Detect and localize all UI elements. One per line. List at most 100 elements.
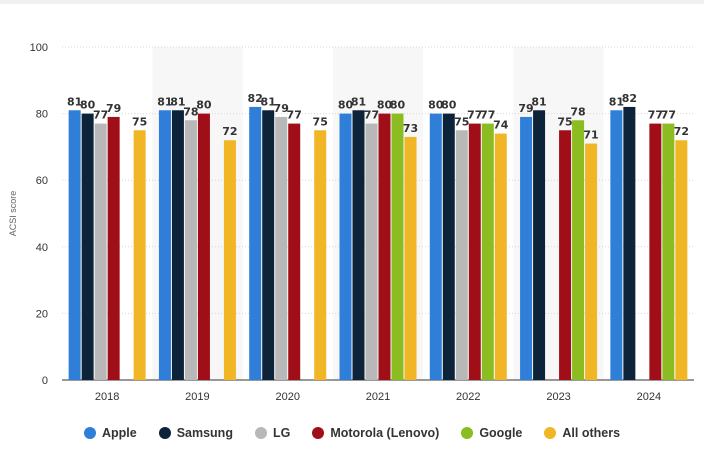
bar-apple-2020 [249, 106, 262, 380]
data-label: 79 [106, 102, 121, 115]
bar-motorola-lenovo--2022 [468, 123, 481, 380]
legend-marker-icon [254, 427, 267, 439]
data-label: 81 [67, 95, 82, 108]
x-tick-label: 2020 [275, 391, 299, 403]
bar-samsung-2024 [623, 106, 636, 380]
bar-google-2024 [662, 123, 675, 380]
data-label: 77 [467, 109, 482, 122]
data-label: 80 [80, 99, 96, 112]
bar-all-others-2021 [404, 136, 417, 380]
bar-apple-2024 [610, 110, 623, 381]
bar-all-others-2019 [223, 140, 236, 380]
bar-all-others-2018 [133, 130, 146, 380]
data-label: 73 [403, 122, 418, 135]
bar-google-2023 [572, 120, 585, 380]
legend-marker-icon [158, 427, 171, 439]
bar-samsung-2021 [352, 110, 365, 381]
data-label: 80 [390, 99, 406, 112]
y-axis-label: ACSI score [8, 191, 18, 237]
bar-apple-2021 [339, 113, 352, 380]
bar-motorola-lenovo--2020 [288, 123, 301, 380]
bar-samsung-2022 [442, 113, 455, 380]
bar-lg-2019 [184, 120, 197, 380]
y-tick-label: 60 [36, 175, 48, 187]
data-label: 80 [196, 99, 212, 112]
bar-motorola-lenovo--2024 [649, 123, 662, 380]
legend-label: Apple [101, 426, 137, 440]
top-border [0, 0, 704, 4]
legend-item-samsung[interactable]: Samsung [158, 426, 233, 440]
bar-all-others-2020 [314, 130, 327, 380]
bar-lg-2018 [94, 123, 107, 380]
legend-label: Motorola (Lenovo) [330, 426, 440, 440]
x-tick-label: 2024 [637, 391, 661, 403]
x-tick-label: 2021 [366, 391, 390, 403]
data-label: 81 [261, 95, 276, 108]
data-label: 75 [454, 115, 469, 128]
bar-lg-2022 [455, 130, 468, 380]
data-label: 81 [170, 95, 185, 108]
data-label: 80 [441, 99, 457, 112]
legend-item-motorola-lenovo-[interactable]: Motorola (Lenovo) [312, 426, 439, 440]
bar-apple-2018 [68, 110, 81, 381]
data-label: 80 [338, 99, 354, 112]
x-tick-label: 2022 [456, 391, 480, 403]
data-label: 74 [493, 119, 509, 132]
legend-label: LG [272, 426, 291, 440]
data-label: 81 [351, 95, 366, 108]
legend-item-google[interactable]: Google [461, 426, 522, 440]
bar-motorola-lenovo--2023 [559, 130, 572, 380]
bar-google-2021 [391, 113, 404, 380]
data-label: 79 [274, 102, 289, 115]
y-tick-label: 80 [36, 109, 48, 121]
data-label: 82 [248, 92, 263, 105]
legend-item-apple[interactable]: Apple [83, 426, 137, 440]
x-tick-label: 2019 [185, 391, 209, 403]
data-label: 71 [583, 129, 598, 142]
bar-apple-2019 [158, 110, 171, 381]
data-label: 75 [132, 115, 147, 128]
data-label: 77 [93, 109, 108, 122]
bar-apple-2022 [429, 113, 442, 380]
legend-item-lg[interactable]: LG [254, 426, 291, 440]
bar-all-others-2024 [675, 140, 688, 380]
bar-lg-2021 [365, 123, 378, 380]
bar-samsung-2023 [533, 110, 546, 381]
legend-marker-icon [83, 427, 96, 439]
data-label: 78 [183, 105, 198, 118]
data-label: 77 [287, 109, 302, 122]
bar-google-2022 [481, 123, 494, 380]
x-tick-label: 2018 [95, 391, 119, 403]
legend-marker-icon [544, 427, 557, 439]
y-tick-label: 0 [42, 375, 48, 387]
legend-label: Samsung [176, 426, 233, 440]
bar-samsung-2020 [262, 110, 275, 381]
legend-marker-icon [312, 427, 325, 439]
data-label: 72 [674, 125, 689, 138]
bar-all-others-2022 [494, 133, 507, 380]
data-label: 81 [609, 95, 624, 108]
data-label: 78 [570, 105, 585, 118]
data-label: 77 [648, 109, 663, 122]
bar-motorola-lenovo--2021 [378, 113, 391, 380]
data-label: 79 [518, 102, 533, 115]
bar-samsung-2019 [171, 110, 184, 381]
data-label: 82 [622, 92, 637, 105]
chart-legend: Apple Samsung LG Motorola (Lenovo) Google All… [0, 426, 704, 440]
data-label: 77 [364, 109, 379, 122]
bar-samsung-2018 [81, 113, 94, 380]
data-label: 81 [531, 95, 546, 108]
bar-motorola-lenovo--2019 [197, 113, 210, 380]
legend-item-all-others[interactable]: All others [544, 426, 620, 440]
bar-all-others-2023 [585, 143, 598, 380]
data-label: 75 [557, 115, 572, 128]
legend-label: Google [479, 426, 523, 440]
data-label: 75 [313, 115, 328, 128]
legend-label: All others [562, 426, 621, 440]
data-label: 72 [222, 125, 237, 138]
data-label: 80 [428, 99, 444, 112]
y-tick-label: 20 [36, 308, 48, 320]
data-label: 77 [480, 109, 495, 122]
data-label: 80 [377, 99, 393, 112]
